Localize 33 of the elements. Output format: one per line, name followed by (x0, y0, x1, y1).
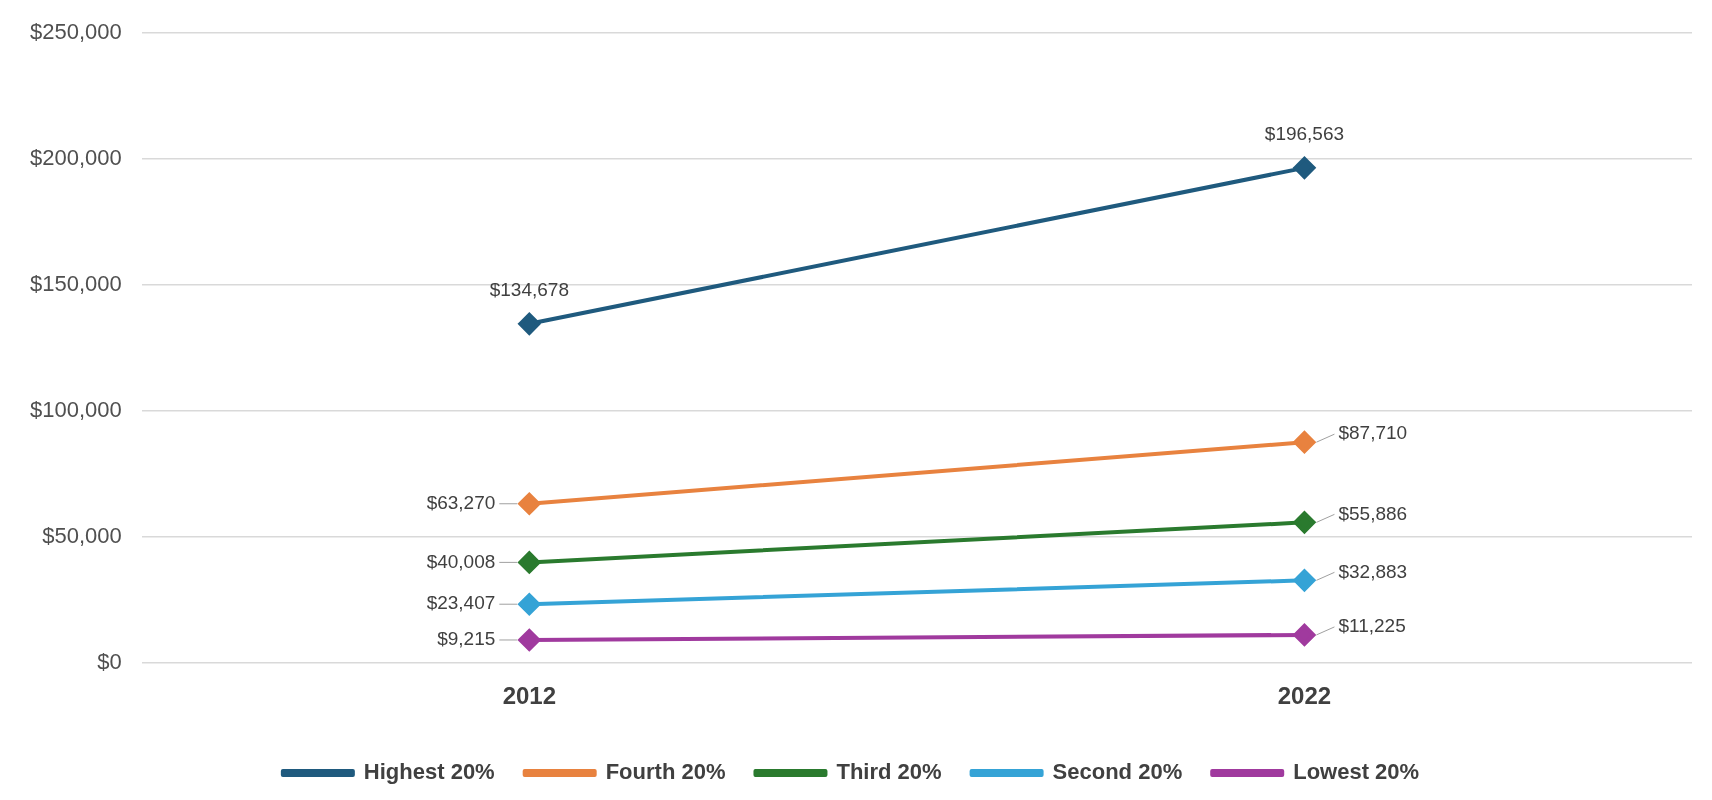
y-tick-label: $250,000 (29, 19, 122, 45)
text: $196,563 (1264, 122, 1345, 144)
legend-label: Second 20% (1052, 759, 1183, 785)
legend-label: Fourth 20% (605, 759, 726, 785)
text: $32,883 (1338, 560, 1408, 582)
text: $87,710 (1338, 422, 1408, 444)
point (1293, 431, 1316, 454)
text: $9,215 (437, 628, 496, 650)
point (518, 628, 541, 651)
y-tick-label: $200,000 (29, 145, 122, 171)
text: $11,225 (1338, 615, 1406, 637)
x-tick-label: 2022 (1277, 682, 1332, 710)
legend-label: Third 20% (836, 759, 942, 785)
legend-label: Lowest 20% (1293, 759, 1420, 785)
point (518, 312, 541, 335)
legend-label: Highest 20% (363, 759, 495, 785)
text: $40,008 (426, 550, 496, 572)
point (1293, 569, 1316, 592)
y-tick-label: $0 (97, 649, 122, 675)
point (1293, 623, 1316, 646)
y-tick-label: $50,000 (42, 523, 122, 549)
text: $63,270 (426, 491, 496, 513)
point (1293, 156, 1316, 179)
point (518, 593, 541, 616)
x-tick-label: 2012 (502, 682, 557, 710)
text: $55,886 (1338, 502, 1408, 524)
point (1293, 511, 1316, 534)
point (518, 492, 541, 515)
y-tick-label: $100,000 (29, 397, 122, 423)
point (518, 551, 541, 574)
y-tick-label: $150,000 (29, 271, 122, 297)
text: $23,407 (426, 592, 496, 614)
text: $134,678 (489, 278, 569, 300)
